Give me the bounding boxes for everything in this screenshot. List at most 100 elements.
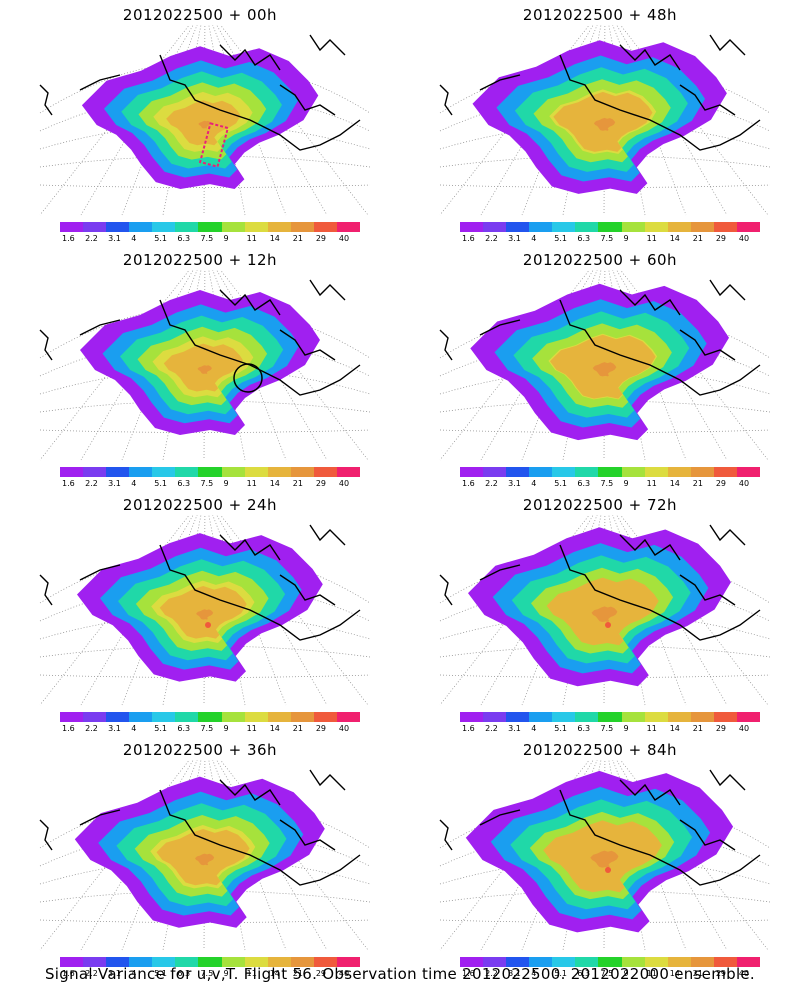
contour-band-6 [593, 117, 616, 131]
map-panel: 2012022500 + 24h 1.6 2.2 3.1 4 5.1 6.3 7.5 9 11 14… [0, 490, 400, 735]
colorbar-swatch [336, 222, 361, 232]
coastline [439, 524, 761, 641]
colorbar-swatch [83, 222, 107, 232]
colorbar-label: 7.5 [200, 479, 214, 488]
colorbar-swatch [198, 222, 222, 232]
colorbar-label: 5.1 [154, 479, 168, 488]
panel-title: 2012022500 + 24h [122, 496, 278, 514]
colorbar-label: 29 [715, 234, 727, 243]
colorbar-swatch [336, 467, 361, 477]
colorbar-label: 21 [292, 234, 303, 243]
colorbar-label: 11 [246, 969, 257, 978]
polar-stereographic-map [39, 270, 371, 461]
colorbar-label: 9 [223, 969, 229, 978]
colorbar-swatch [460, 467, 484, 477]
map-panel: 2012022500 + 72h 1.6 2.2 3.1 4 5.1 6.3 7.5 9 11 14… [400, 490, 800, 735]
map-panel: 2012022500 + 48h 1.6 2.2 3.1 4 5.1 6.3 7.5 9 11 14… [400, 0, 800, 245]
colorbar-swatch [529, 222, 553, 232]
colorbar-swatch [152, 712, 176, 722]
colorbar-label: 14 [269, 479, 280, 488]
colorbar-label: 5.1 [154, 969, 168, 978]
polar-stereographic-map [439, 25, 771, 216]
colorbar-swatch [60, 222, 84, 232]
polar-stereographic-map [439, 515, 771, 706]
colorbar-swatch [267, 222, 291, 232]
colorbar-labels: 1.6 2.2 3.1 4 5.1 6.3 7.5 9 11 14 21 29 40 [460, 234, 760, 244]
colorbar-swatch [244, 712, 268, 722]
colorbar-swatch [129, 222, 153, 232]
colorbar-swatch [506, 712, 530, 722]
colorbar [60, 222, 361, 232]
coastline [439, 34, 761, 151]
colorbar-swatch [575, 222, 599, 232]
map-panel: 2012022500 + 60h 1.6 2.2 3.1 4 5.1 6.3 7.5 9 11 14… [400, 245, 800, 490]
colorbar-label: 29 [315, 969, 327, 978]
colorbar-label: 5.1 [554, 724, 568, 733]
coastline [39, 279, 361, 396]
colorbar-label: 4 [531, 969, 537, 978]
colorbar-swatch [667, 467, 691, 477]
contour-band-6 [592, 362, 617, 377]
signal-variance-contours [81, 46, 319, 190]
colorbar-swatch [267, 957, 291, 967]
colorbar-swatch [313, 222, 337, 232]
map-panel: 2012022500 + 84h 1.6 2.2 3.1 4 5.1 6.3 7.5 9 11 14… [400, 735, 800, 980]
colorbar-swatch [736, 712, 761, 722]
colorbar-swatch [83, 467, 107, 477]
colorbar-swatch [60, 957, 84, 967]
colorbar-swatch [106, 712, 130, 722]
panel-title: 2012022500 + 84h [522, 741, 678, 759]
signal-variance-contours [472, 40, 727, 194]
colorbar-swatch [175, 467, 199, 477]
map-panel: 2012022500 + 00h 1.6 2.2 3.1 4 5.1 6.3 7.5 9 11 14… [0, 0, 400, 245]
colorbar-label: 4 [531, 724, 537, 733]
colorbar-swatch [575, 467, 599, 477]
colorbar-label: 9 [223, 479, 229, 488]
colorbar-labels: 1.6 2.2 3.1 4 5.1 6.3 7.5 9 11 14 21 29 40 [460, 479, 760, 489]
colorbar-label: 29 [715, 724, 727, 733]
colorbar-swatch [290, 957, 314, 967]
colorbar-label: 7.5 [600, 234, 614, 243]
coastline [39, 769, 361, 886]
colorbar-swatch [690, 712, 714, 722]
colorbar-swatch [598, 222, 622, 232]
colorbar-swatch [198, 957, 222, 967]
colorbar-label: 3.1 [108, 479, 121, 488]
colorbar-label: 7.5 [600, 724, 614, 733]
colorbar-label: 2.2 [85, 479, 98, 488]
colorbar-label: 9 [623, 724, 629, 733]
colorbar-swatch [175, 222, 199, 232]
colorbar-swatch [506, 222, 530, 232]
colorbar-label: 3.1 [108, 724, 121, 733]
colorbar-label: 3.1 [508, 234, 521, 243]
colorbar-swatch [152, 467, 176, 477]
colorbar-swatch [60, 467, 84, 477]
maximum-dot [605, 622, 611, 628]
colorbar-swatch [483, 957, 507, 967]
colorbar-swatch [336, 957, 361, 967]
colorbar-label: 2.2 [485, 234, 498, 243]
polar-stereographic-map [39, 760, 371, 951]
colorbar-swatch [690, 222, 714, 232]
colorbar-swatch [736, 222, 761, 232]
colorbar-label: 4 [131, 479, 137, 488]
colorbar-label: 4 [531, 234, 537, 243]
colorbar-swatch [713, 957, 737, 967]
colorbar-label: 11 [646, 234, 657, 243]
colorbar-label: 40 [338, 479, 350, 488]
contour-band-6 [195, 853, 215, 866]
colorbar-label: 3.1 [108, 969, 121, 978]
colorbar-label: 40 [338, 234, 350, 243]
colorbar-swatch [129, 712, 153, 722]
signal-variance-contours [77, 533, 323, 682]
colorbar-swatch [152, 957, 176, 967]
colorbar-swatch [290, 712, 314, 722]
colorbar-label: 6.3 [577, 724, 591, 733]
colorbar-swatch [175, 712, 199, 722]
colorbar-label: 7.5 [200, 969, 214, 978]
colorbar-swatch [667, 222, 691, 232]
colorbar-swatch [460, 712, 484, 722]
colorbar-label: 4 [131, 724, 137, 733]
colorbar-label: 5.1 [154, 234, 168, 243]
contour-band-6 [198, 120, 212, 129]
